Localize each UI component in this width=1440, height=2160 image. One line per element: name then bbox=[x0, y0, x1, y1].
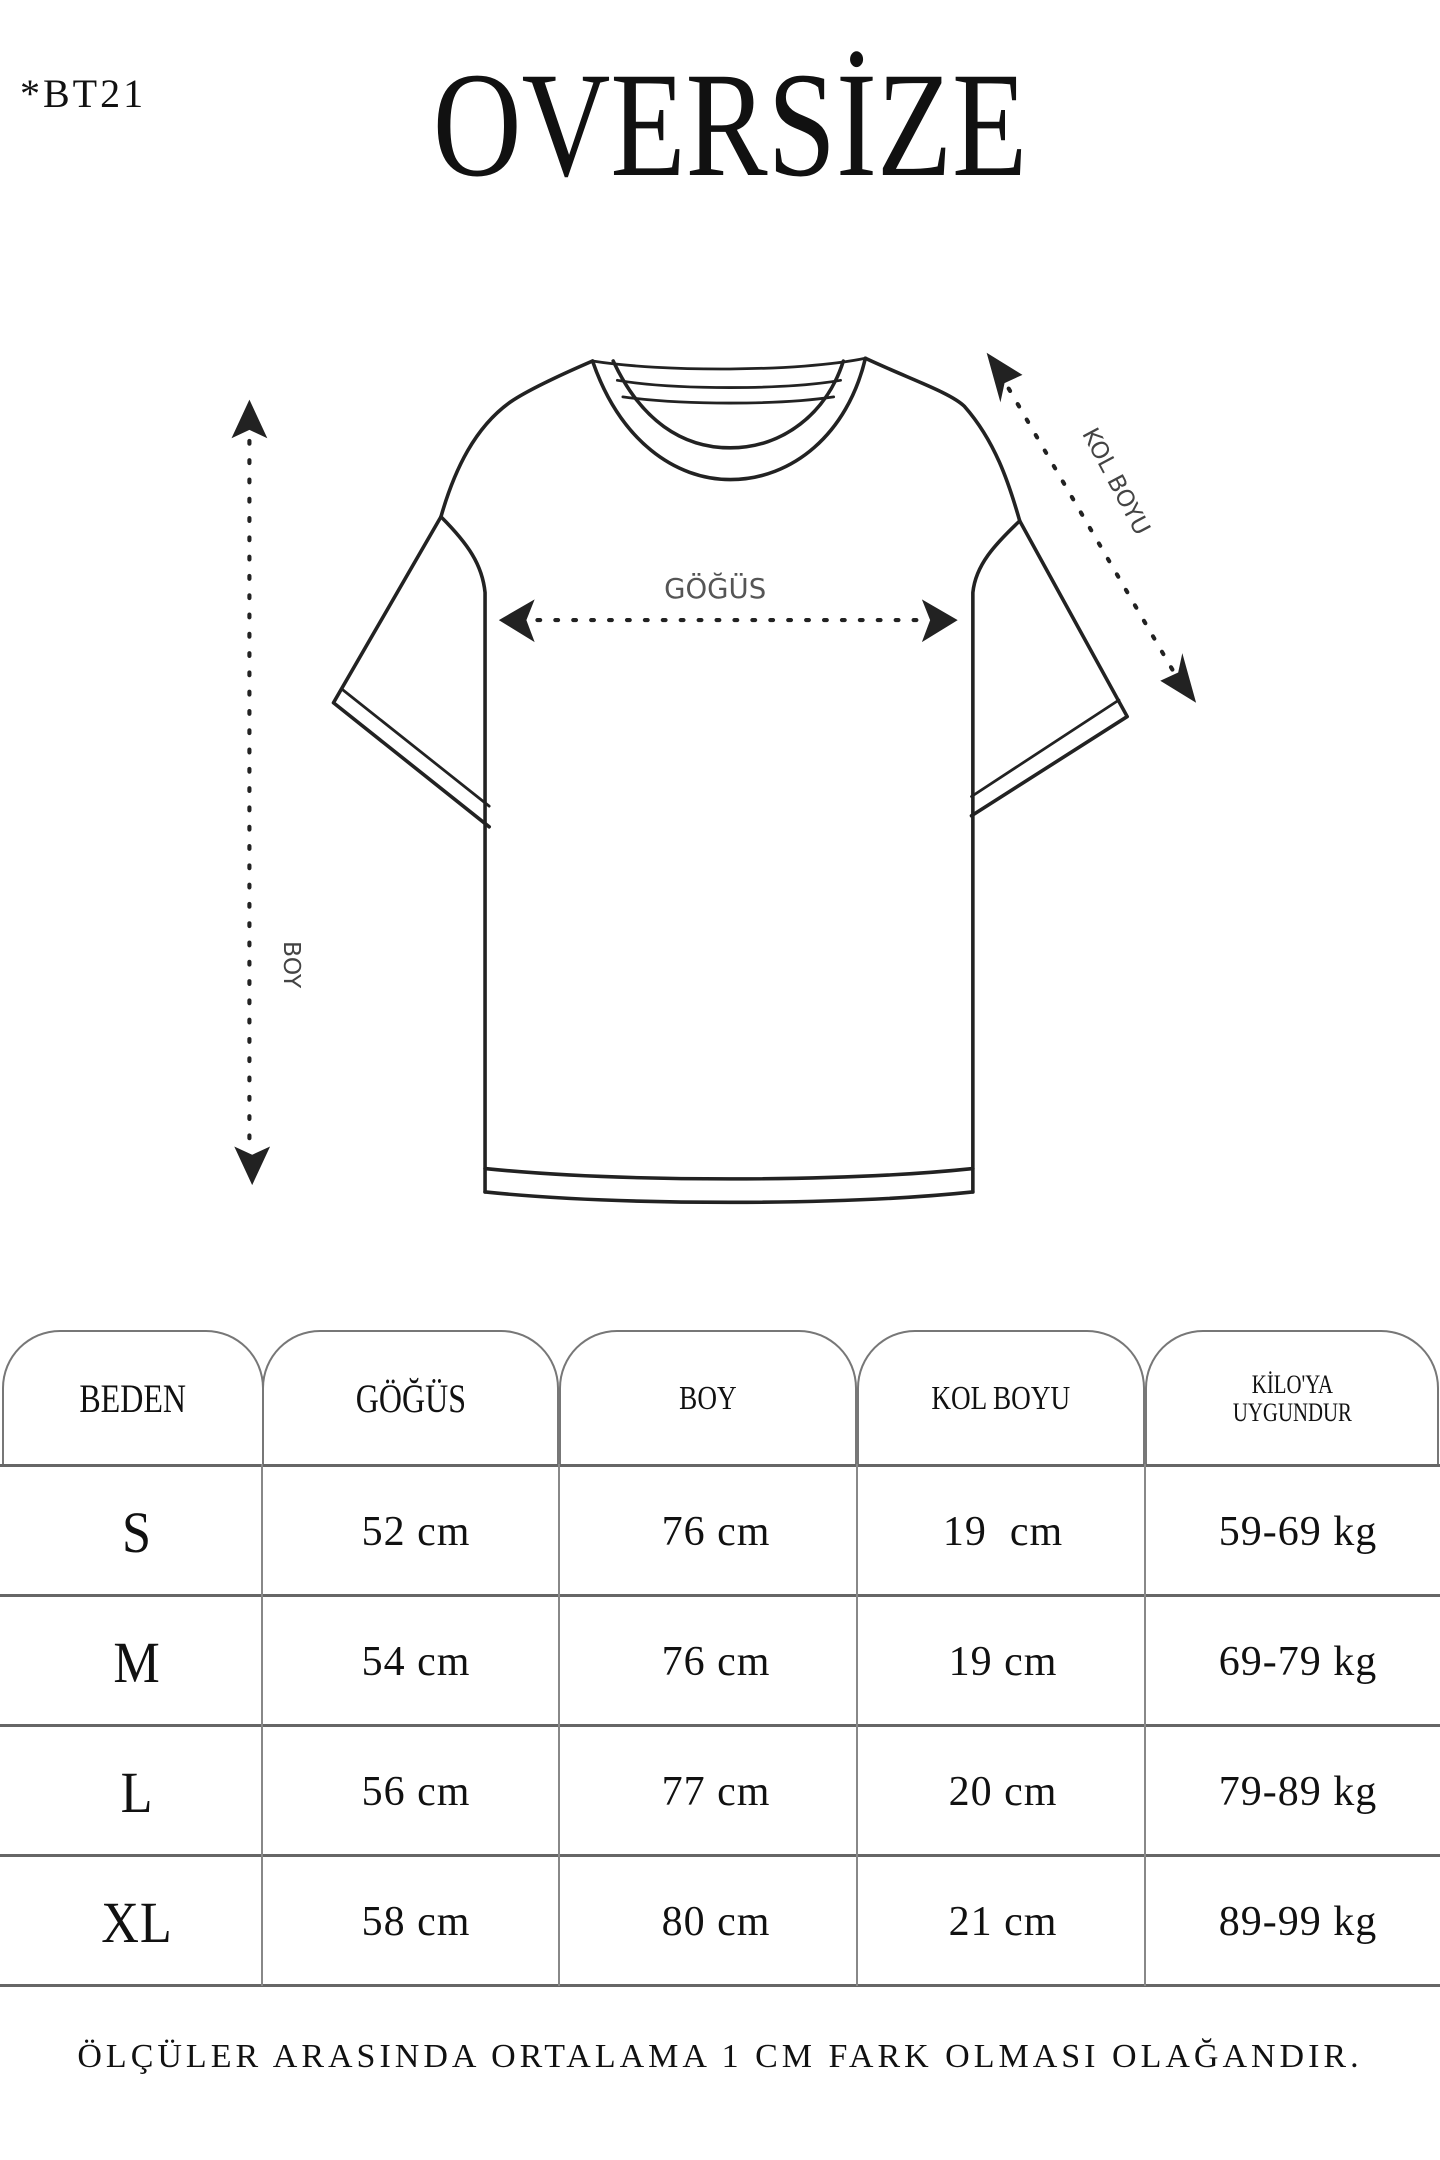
sleeve-label: KOL BOYU bbox=[1076, 423, 1156, 540]
value-cell: 19 cm bbox=[942, 1509, 1064, 1555]
value-cell: 59-69 kg bbox=[1218, 1509, 1378, 1555]
value-cell: 52 cm bbox=[361, 1509, 471, 1555]
header-gogus: GÖĞÜS bbox=[262, 1330, 559, 1465]
value-cell: 77 cm bbox=[661, 1769, 771, 1815]
value-cell: 19 cm bbox=[948, 1639, 1058, 1685]
chest-label: GÖĞÜS bbox=[664, 571, 766, 605]
value-cell: 69-79 kg bbox=[1218, 1639, 1378, 1685]
sleeve-arrow bbox=[986, 352, 1197, 703]
row-divider bbox=[0, 1724, 1440, 1727]
value-cell: 20 cm bbox=[948, 1769, 1058, 1815]
header-label: KOL BOYU bbox=[931, 1379, 1071, 1417]
footer-note: ÖLÇÜLER ARASINDA ORTALAMA 1 CM FARK OLMA… bbox=[77, 2038, 1363, 2075]
header-label: BOY bbox=[679, 1379, 737, 1417]
value-cell: 54 cm bbox=[361, 1639, 471, 1685]
row-divider bbox=[0, 1594, 1440, 1597]
value-cell: 80 cm bbox=[661, 1899, 771, 1945]
header-kol-boyu: KOL BOYU bbox=[857, 1330, 1145, 1465]
value-cell: 58 cm bbox=[361, 1899, 471, 1945]
length-label: BOY bbox=[278, 941, 306, 989]
column-divider bbox=[856, 1464, 858, 1986]
column-divider bbox=[1144, 1464, 1146, 1986]
tshirt-diagram: BOY GÖĞÜS KOL BOYU bbox=[231, 352, 1197, 1205]
size-cell: XL bbox=[101, 1889, 173, 1955]
column-divider bbox=[558, 1464, 560, 1986]
header-label: BEDEN bbox=[79, 1375, 187, 1421]
length-arrow bbox=[231, 399, 271, 1186]
product-code: *BT21 bbox=[20, 71, 147, 116]
shirt-outline bbox=[439, 359, 595, 519]
header-beden: BEDEN bbox=[2, 1330, 264, 1465]
value-cell: 79-89 kg bbox=[1218, 1769, 1378, 1815]
size-cell: S bbox=[122, 1499, 152, 1565]
row-divider bbox=[0, 1984, 1440, 1987]
header-label: KİLO'YA UYGUNDUR bbox=[1232, 1369, 1352, 1427]
value-cell: 76 cm bbox=[661, 1639, 771, 1685]
size-table: BEDEN GÖĞÜS BOY KOL BOYU KİLO'YA UYGUNDUR… bbox=[0, 1330, 1440, 1990]
value-cell: 76 cm bbox=[661, 1509, 771, 1555]
value-cell: 21 cm bbox=[948, 1899, 1058, 1945]
header-line: UYGUNDUR bbox=[1232, 1397, 1352, 1427]
value-cell: 89-99 kg bbox=[1218, 1899, 1378, 1945]
size-cell: L bbox=[120, 1759, 154, 1825]
value-cell: 56 cm bbox=[361, 1769, 471, 1815]
header-label: GÖĞÜS bbox=[355, 1375, 466, 1421]
chest-arrow bbox=[498, 599, 958, 643]
page-title: OVERSİZE bbox=[432, 42, 1028, 208]
column-divider bbox=[261, 1464, 263, 1986]
header-line: KİLO'YA bbox=[1251, 1369, 1333, 1399]
header-kilo: KİLO'YA UYGUNDUR bbox=[1145, 1330, 1439, 1465]
row-divider bbox=[0, 1854, 1440, 1857]
header-boy: BOY bbox=[559, 1330, 857, 1465]
row-divider bbox=[0, 1464, 1440, 1467]
size-cell: M bbox=[113, 1629, 161, 1695]
